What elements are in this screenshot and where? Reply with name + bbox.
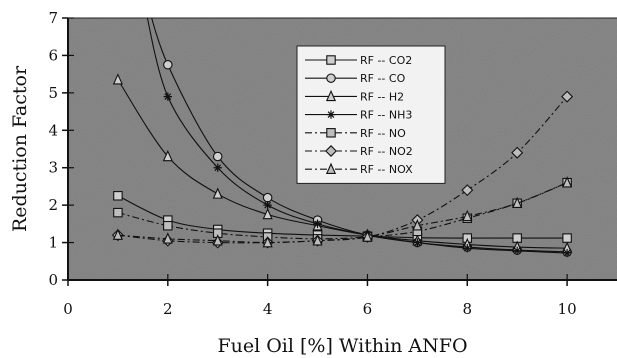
data-point <box>212 151 223 162</box>
series-rf-nh3 <box>146 18 572 258</box>
legend-marker <box>326 128 336 138</box>
legend-marker <box>325 162 337 174</box>
data-point <box>562 233 572 243</box>
legend-marker <box>325 89 337 102</box>
legend-label: RF -- H2 <box>360 90 404 103</box>
legend-label: RF -- NOX <box>360 163 413 176</box>
data-point <box>113 191 123 201</box>
data-point <box>162 149 173 162</box>
data-point <box>112 73 123 85</box>
data-point <box>212 187 223 199</box>
data-point <box>213 163 222 172</box>
data-point <box>313 219 322 229</box>
legend-entry: RF -- NH3 <box>305 109 412 122</box>
legend-entry: RF -- NOX <box>305 162 413 176</box>
series-line <box>117 195 568 239</box>
data-point <box>362 230 373 242</box>
series-rf-nox <box>112 176 573 248</box>
data-point <box>312 234 323 246</box>
series-line <box>117 182 568 244</box>
data-point <box>462 209 473 222</box>
series-group <box>111 18 574 258</box>
data-point <box>561 90 574 103</box>
y-tick-label: 7 <box>48 9 58 27</box>
x-tick-label: 4 <box>263 300 273 318</box>
y-tick-label: 2 <box>48 196 58 214</box>
series-line <box>117 79 568 249</box>
data-point <box>113 207 123 218</box>
y-tick-label: 4 <box>48 121 58 139</box>
legend-label: RF -- NO2 <box>360 145 413 158</box>
y-tick-label: 0 <box>48 271 58 289</box>
data-point <box>163 60 173 70</box>
data-point <box>512 196 523 209</box>
legend: RF -- CO2 RF -- CO RF -- H2 RF -- NH3 RF -- … <box>296 45 446 184</box>
data-point <box>262 207 273 220</box>
labels: Fuel Oil [%] Within ANFO Reduction Factor <box>9 65 468 357</box>
x-tick-label: 6 <box>363 300 373 318</box>
legend-entry: RF -- CO <box>305 72 406 85</box>
data-point <box>212 234 223 246</box>
legend-entry: RF -- NO <box>305 127 406 140</box>
legend-entry: RF -- NO2 <box>305 145 413 158</box>
x-tick-label: 8 <box>462 300 472 318</box>
legend-label: RF -- NO <box>360 127 406 140</box>
y-tick-label: 1 <box>48 234 58 252</box>
legend-marker <box>326 73 336 83</box>
y-tick-label: 6 <box>48 46 58 64</box>
series-line <box>117 182 568 240</box>
x-axis-title: Fuel Oil [%] Within ANFO <box>217 335 467 357</box>
data-point <box>413 238 422 247</box>
legend-marker <box>325 145 337 157</box>
legend-marker <box>326 55 336 65</box>
data-point <box>162 232 173 244</box>
data-point <box>163 220 173 231</box>
series-line <box>146 18 568 254</box>
data-point <box>262 236 273 248</box>
data-point <box>262 192 273 203</box>
data-point <box>463 243 472 253</box>
legend-entry: RF -- CO2 <box>305 54 412 67</box>
legend-marker <box>326 110 336 119</box>
legend-label: RF -- NH3 <box>360 109 412 122</box>
data-point <box>512 246 522 256</box>
data-point <box>562 176 573 188</box>
legend-label: RF -- CO <box>360 72 406 85</box>
data-point <box>511 146 524 159</box>
y-axis-title: Reduction Factor <box>9 65 31 232</box>
data-point <box>112 228 123 240</box>
y-tick-label: 5 <box>48 84 58 102</box>
axes: 0 1 2 3 4 5 6 7 0 2 4 6 8 10 <box>48 9 617 318</box>
legend-entry: RF -- H2 <box>305 89 404 103</box>
x-tick-label: 10 <box>558 300 577 318</box>
data-point <box>263 200 272 210</box>
x-tick-label: 2 <box>163 300 173 318</box>
legend-label: RF -- CO2 <box>360 54 412 67</box>
data-point <box>412 219 423 231</box>
data-point <box>461 184 474 197</box>
x-tick-label: 0 <box>63 300 73 318</box>
data-point <box>163 92 173 101</box>
data-point <box>562 248 572 258</box>
series-line <box>151 18 568 253</box>
y-tick-label: 3 <box>48 159 58 177</box>
